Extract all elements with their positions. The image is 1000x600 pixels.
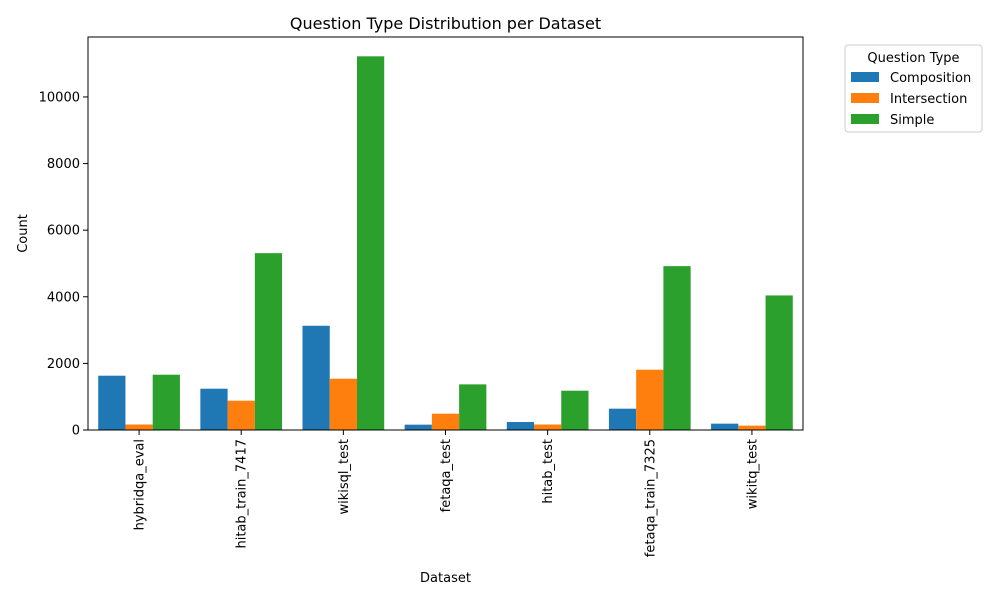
legend-label-simple: Simple xyxy=(890,113,934,128)
plot-frame xyxy=(87,36,804,431)
bar-intersection-wikisql_test xyxy=(329,378,357,430)
y-tick-label: 8000 xyxy=(47,157,80,172)
legend-swatch-simple xyxy=(851,114,879,124)
y-tick-label: 0 xyxy=(72,424,80,439)
bar-intersection-hitab_train_7417 xyxy=(227,400,255,430)
legend-label-composition: Composition xyxy=(890,71,971,86)
x-tick-label: hybridqa_eval xyxy=(133,439,148,530)
legend-label-intersection: Intersection xyxy=(890,92,967,107)
x-tick-label: wikisql_test xyxy=(337,439,352,515)
bar-intersection-fetaqa_test xyxy=(431,413,460,430)
legend-swatch-composition xyxy=(851,72,879,82)
bar-composition-hitab_test xyxy=(506,422,535,430)
bar-simple-hybridqa_eval xyxy=(152,374,180,430)
y-axis-label: Count xyxy=(16,214,31,253)
y-tick-label: 10000 xyxy=(39,90,80,105)
x-tick-label: hitab_test xyxy=(541,439,556,504)
chart-title: Question Type Distribution per Dataset xyxy=(290,14,601,33)
y-tick-label: 2000 xyxy=(47,357,80,372)
x-tick-label: fetaqa_test xyxy=(439,439,454,512)
bar-simple-hitab_test xyxy=(561,390,589,430)
legend-swatch-intersection xyxy=(851,93,879,103)
bar-simple-wikitq_test xyxy=(765,295,793,430)
x-axis: hybridqa_eval hitab_train_7417 wikisql_tes… xyxy=(133,430,760,557)
bar-simple-fetaqa_train_7325 xyxy=(663,266,691,430)
legend-box xyxy=(844,44,983,133)
bar-intersection-hitab_test xyxy=(534,424,562,430)
bar-intersection-hybridqa_eval xyxy=(125,424,153,430)
bar-composition-wikisql_test xyxy=(302,325,330,430)
x-tick-label: fetaqa_train_7325 xyxy=(643,439,658,557)
bar-intersection-fetaqa_train_7325 xyxy=(636,369,664,430)
bar-composition-wikitq_test xyxy=(711,423,739,430)
legend-title: Question Type xyxy=(867,51,959,66)
y-axis: 0 2000 4000 6000 8000 10000 xyxy=(39,90,88,439)
bars-group xyxy=(98,56,793,430)
x-tick-label: wikitq_test xyxy=(745,439,760,509)
bar-intersection-wikitq_test xyxy=(738,425,766,430)
bar-composition-fetaqa_train_7325 xyxy=(608,408,637,430)
bar-simple-hitab_train_7417 xyxy=(254,253,283,430)
bar-composition-fetaqa_test xyxy=(404,424,432,430)
y-tick-label: 4000 xyxy=(47,290,80,305)
bar-composition-hitab_train_7417 xyxy=(200,388,228,430)
x-tick-label: hitab_train_7417 xyxy=(235,439,250,549)
bar-simple-fetaqa_test xyxy=(459,384,487,430)
y-tick-label: 6000 xyxy=(47,224,80,239)
bar-simple-wikisql_test xyxy=(356,56,385,430)
x-axis-label: Dataset xyxy=(420,571,471,586)
legend: Question Type Composition Intersection Sim… xyxy=(844,44,983,133)
bar-composition-hybridqa_eval xyxy=(98,375,126,430)
